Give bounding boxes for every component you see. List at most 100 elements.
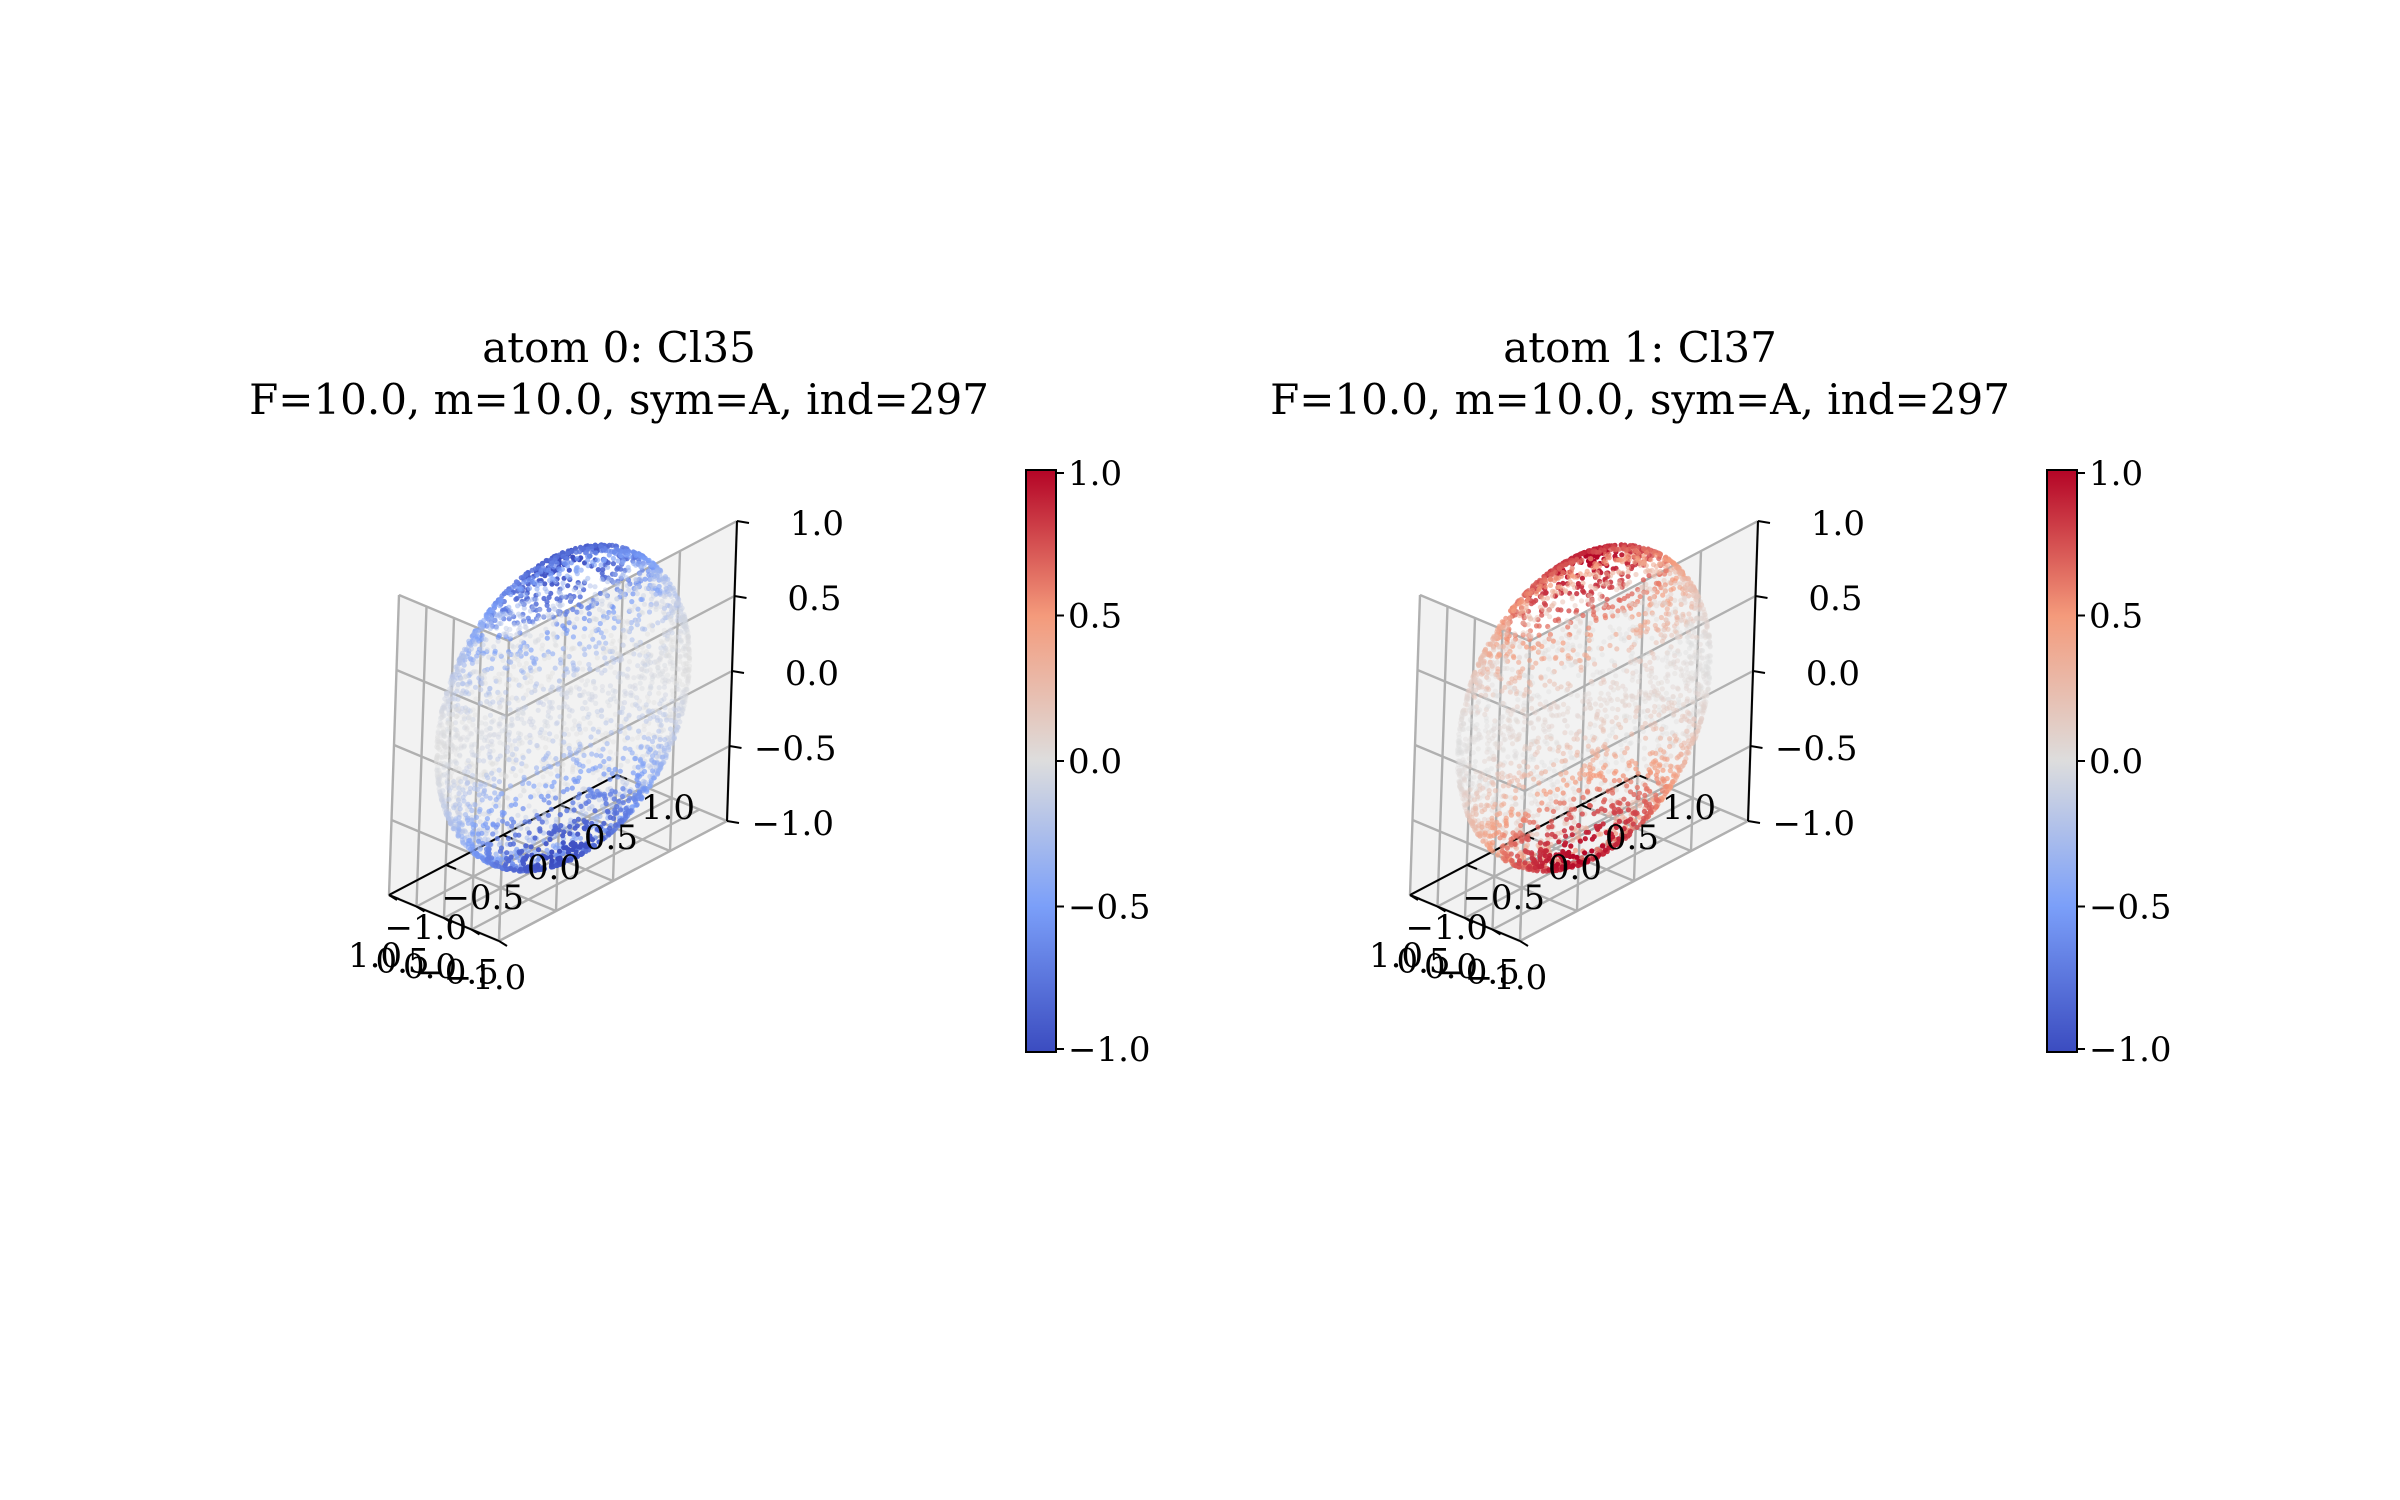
scatter-point — [464, 737, 470, 743]
scatter-point — [507, 742, 513, 748]
scatter-point — [447, 774, 454, 780]
scatter-point — [670, 674, 677, 680]
scatter-point — [605, 699, 611, 705]
scatter-point — [478, 772, 484, 778]
scatter-point — [440, 711, 446, 718]
scatter-point — [1663, 675, 1669, 681]
scatter-point — [668, 604, 674, 611]
scatter-point — [668, 593, 675, 600]
scatter-point — [601, 613, 607, 619]
scatter-point — [620, 755, 626, 761]
scatter-point — [543, 816, 549, 822]
scatter-point — [662, 705, 668, 711]
scatter-point — [1615, 800, 1621, 806]
scatter-point — [587, 666, 593, 672]
scatter-point — [1683, 756, 1689, 762]
scatter-point — [648, 576, 654, 582]
scatter-point — [685, 638, 691, 645]
scatter-point — [482, 715, 488, 721]
scatter-point — [645, 661, 651, 667]
scatter-point — [576, 775, 582, 781]
scatter-point — [571, 645, 577, 652]
scatter-point — [503, 794, 509, 800]
scatter-point — [634, 783, 641, 789]
scatter-point — [684, 627, 690, 633]
scatter-point — [472, 763, 478, 769]
scatter-point — [660, 727, 667, 733]
scatter-point — [464, 765, 470, 771]
scatter-point — [650, 768, 656, 774]
scatter-point — [517, 706, 523, 712]
scatter-point — [457, 806, 463, 812]
scatter-point — [634, 622, 640, 628]
scatter-point — [1674, 625, 1680, 632]
scatter-point — [598, 544, 604, 550]
scatter-point — [503, 855, 510, 862]
scatter-point — [1625, 807, 1632, 813]
scatter-point — [684, 661, 690, 667]
scatter-point — [674, 608, 680, 614]
scatter-point — [606, 552, 612, 558]
scatter-point — [506, 676, 512, 682]
scatter-point — [605, 690, 612, 696]
scatter-point — [577, 692, 583, 698]
scatter-point — [620, 642, 626, 648]
scatter-point — [527, 608, 534, 614]
scatter-point — [663, 715, 670, 721]
scatter-point — [564, 609, 570, 615]
scatter-point — [496, 671, 502, 677]
scatter-point — [1676, 581, 1683, 587]
scatter-point — [629, 637, 635, 643]
scatter-point — [609, 641, 615, 647]
scatter-point — [1643, 735, 1649, 741]
scatter-point — [532, 835, 538, 841]
scatter-point — [628, 690, 634, 696]
scatter-point — [607, 749, 613, 755]
scatter-point — [648, 603, 654, 610]
scatter-point — [680, 707, 686, 713]
scatter-point — [452, 759, 458, 765]
scatter-point — [620, 786, 626, 792]
scatter-point — [476, 838, 482, 844]
scatter-point — [585, 793, 591, 799]
scatter-point — [622, 810, 628, 817]
scatter-point — [627, 788, 633, 795]
scatter-point — [520, 611, 526, 617]
scatter-point — [491, 776, 497, 782]
scatter-point — [507, 672, 513, 678]
scatter-point — [610, 688, 616, 694]
scatter-point — [521, 788, 527, 794]
scatter-point — [566, 713, 572, 719]
scatter-point — [666, 737, 672, 744]
scatter-point — [490, 748, 496, 754]
scatter-point — [510, 664, 517, 670]
scatter-point — [685, 641, 691, 647]
scatter-point — [496, 632, 502, 638]
scatter-point — [683, 694, 689, 700]
scatter-point — [554, 596, 560, 602]
scatter-point — [545, 763, 552, 769]
scatter-point — [526, 803, 532, 809]
scatter-point — [508, 747, 514, 753]
scatter-point — [619, 709, 625, 716]
scatter-point — [1576, 822, 1582, 829]
scatter-point — [445, 770, 451, 776]
scatter-point — [1522, 860, 1528, 866]
scatter-point — [679, 700, 685, 706]
scatter-point — [575, 816, 582, 822]
scatter-point — [671, 610, 677, 616]
scatter-point — [677, 628, 683, 634]
scatter-point — [684, 631, 690, 638]
scatter-point — [607, 814, 613, 821]
scatter-point — [1684, 696, 1690, 702]
scatter-point — [511, 622, 517, 628]
scatter-point — [563, 594, 569, 600]
scatter-point — [520, 755, 526, 761]
scatter-point — [624, 673, 630, 679]
scatter-point — [676, 706, 682, 712]
scatter-point — [686, 655, 692, 661]
scatter-point — [632, 686, 638, 692]
scatter-point — [512, 849, 518, 855]
scatter-point — [489, 719, 495, 725]
scatter-point — [614, 596, 620, 602]
